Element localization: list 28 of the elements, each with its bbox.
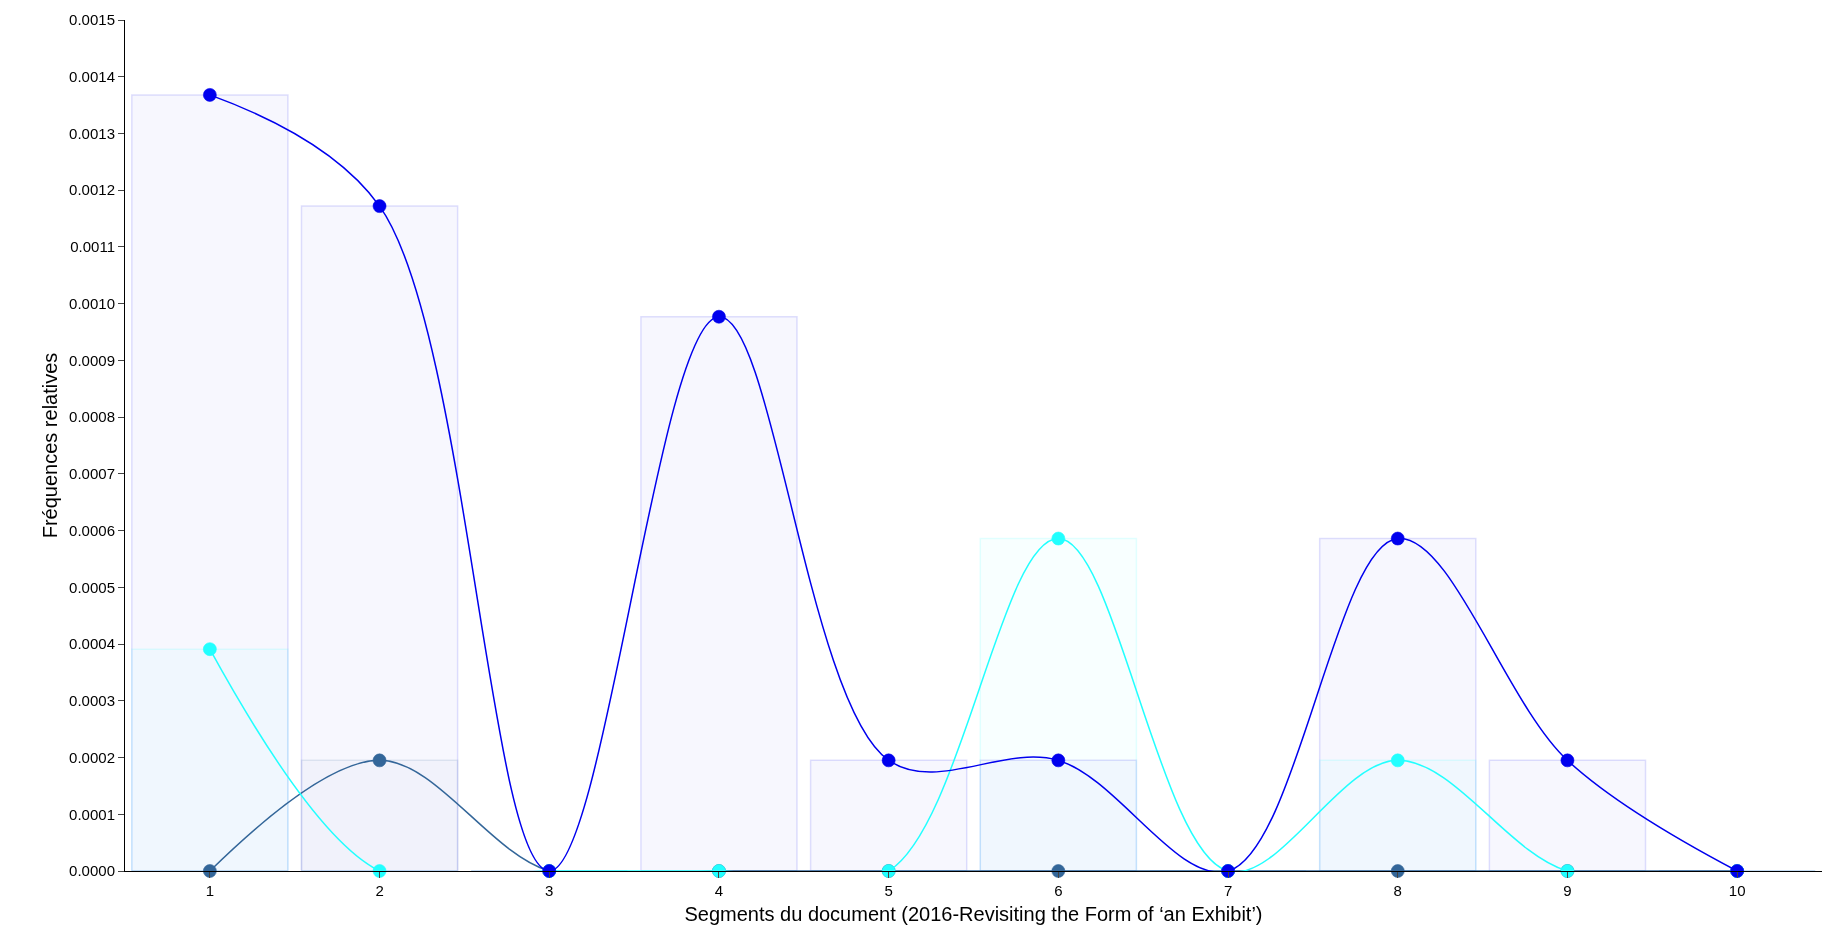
y-tick-label: 0.0015 — [69, 11, 115, 29]
x-tick-label: 3 — [545, 882, 554, 899]
x-tick-label: 5 — [884, 882, 893, 899]
x-tick-label: 9 — [1563, 882, 1572, 899]
y-tick-label: 0.0008 — [69, 408, 115, 426]
y-axis-title: Fréquences relatives — [38, 352, 61, 539]
x-tick-label: 8 — [1393, 882, 1402, 899]
x-axis-title: Segments du document (2016-Revisiting the Form of ‘an Exhibit’) — [684, 902, 1263, 925]
x-tick-label: 6 — [1054, 882, 1063, 899]
y-tick-label: 0.0002 — [69, 748, 115, 766]
y-tick-label: 0.0001 — [69, 805, 115, 823]
y-tick-label: 0.0000 — [69, 862, 115, 880]
y-tick-label: 0.0005 — [69, 578, 115, 596]
y-tick-label: 0.0012 — [69, 181, 115, 199]
y-tick-label: 0.0007 — [69, 465, 115, 483]
y-tick-label: 0.0009 — [69, 351, 115, 369]
x-tick-label: 4 — [714, 882, 724, 899]
y-tick-label: 0.0004 — [69, 635, 115, 653]
y-tick-label: 0.0003 — [69, 692, 115, 710]
y-tick-label: 0.0013 — [69, 124, 115, 142]
x-tick-label: 7 — [1223, 882, 1233, 899]
x-tick-label: 2 — [375, 882, 384, 899]
y-tick-label: 0.0011 — [70, 238, 115, 256]
y-tick-label: 0.0006 — [69, 521, 115, 539]
x-tick-label: 1 — [205, 882, 215, 899]
y-tick-label: 0.0014 — [69, 67, 115, 85]
y-tick-label: 0.0010 — [69, 294, 115, 312]
x-tick-label: 10 — [1728, 882, 1746, 899]
